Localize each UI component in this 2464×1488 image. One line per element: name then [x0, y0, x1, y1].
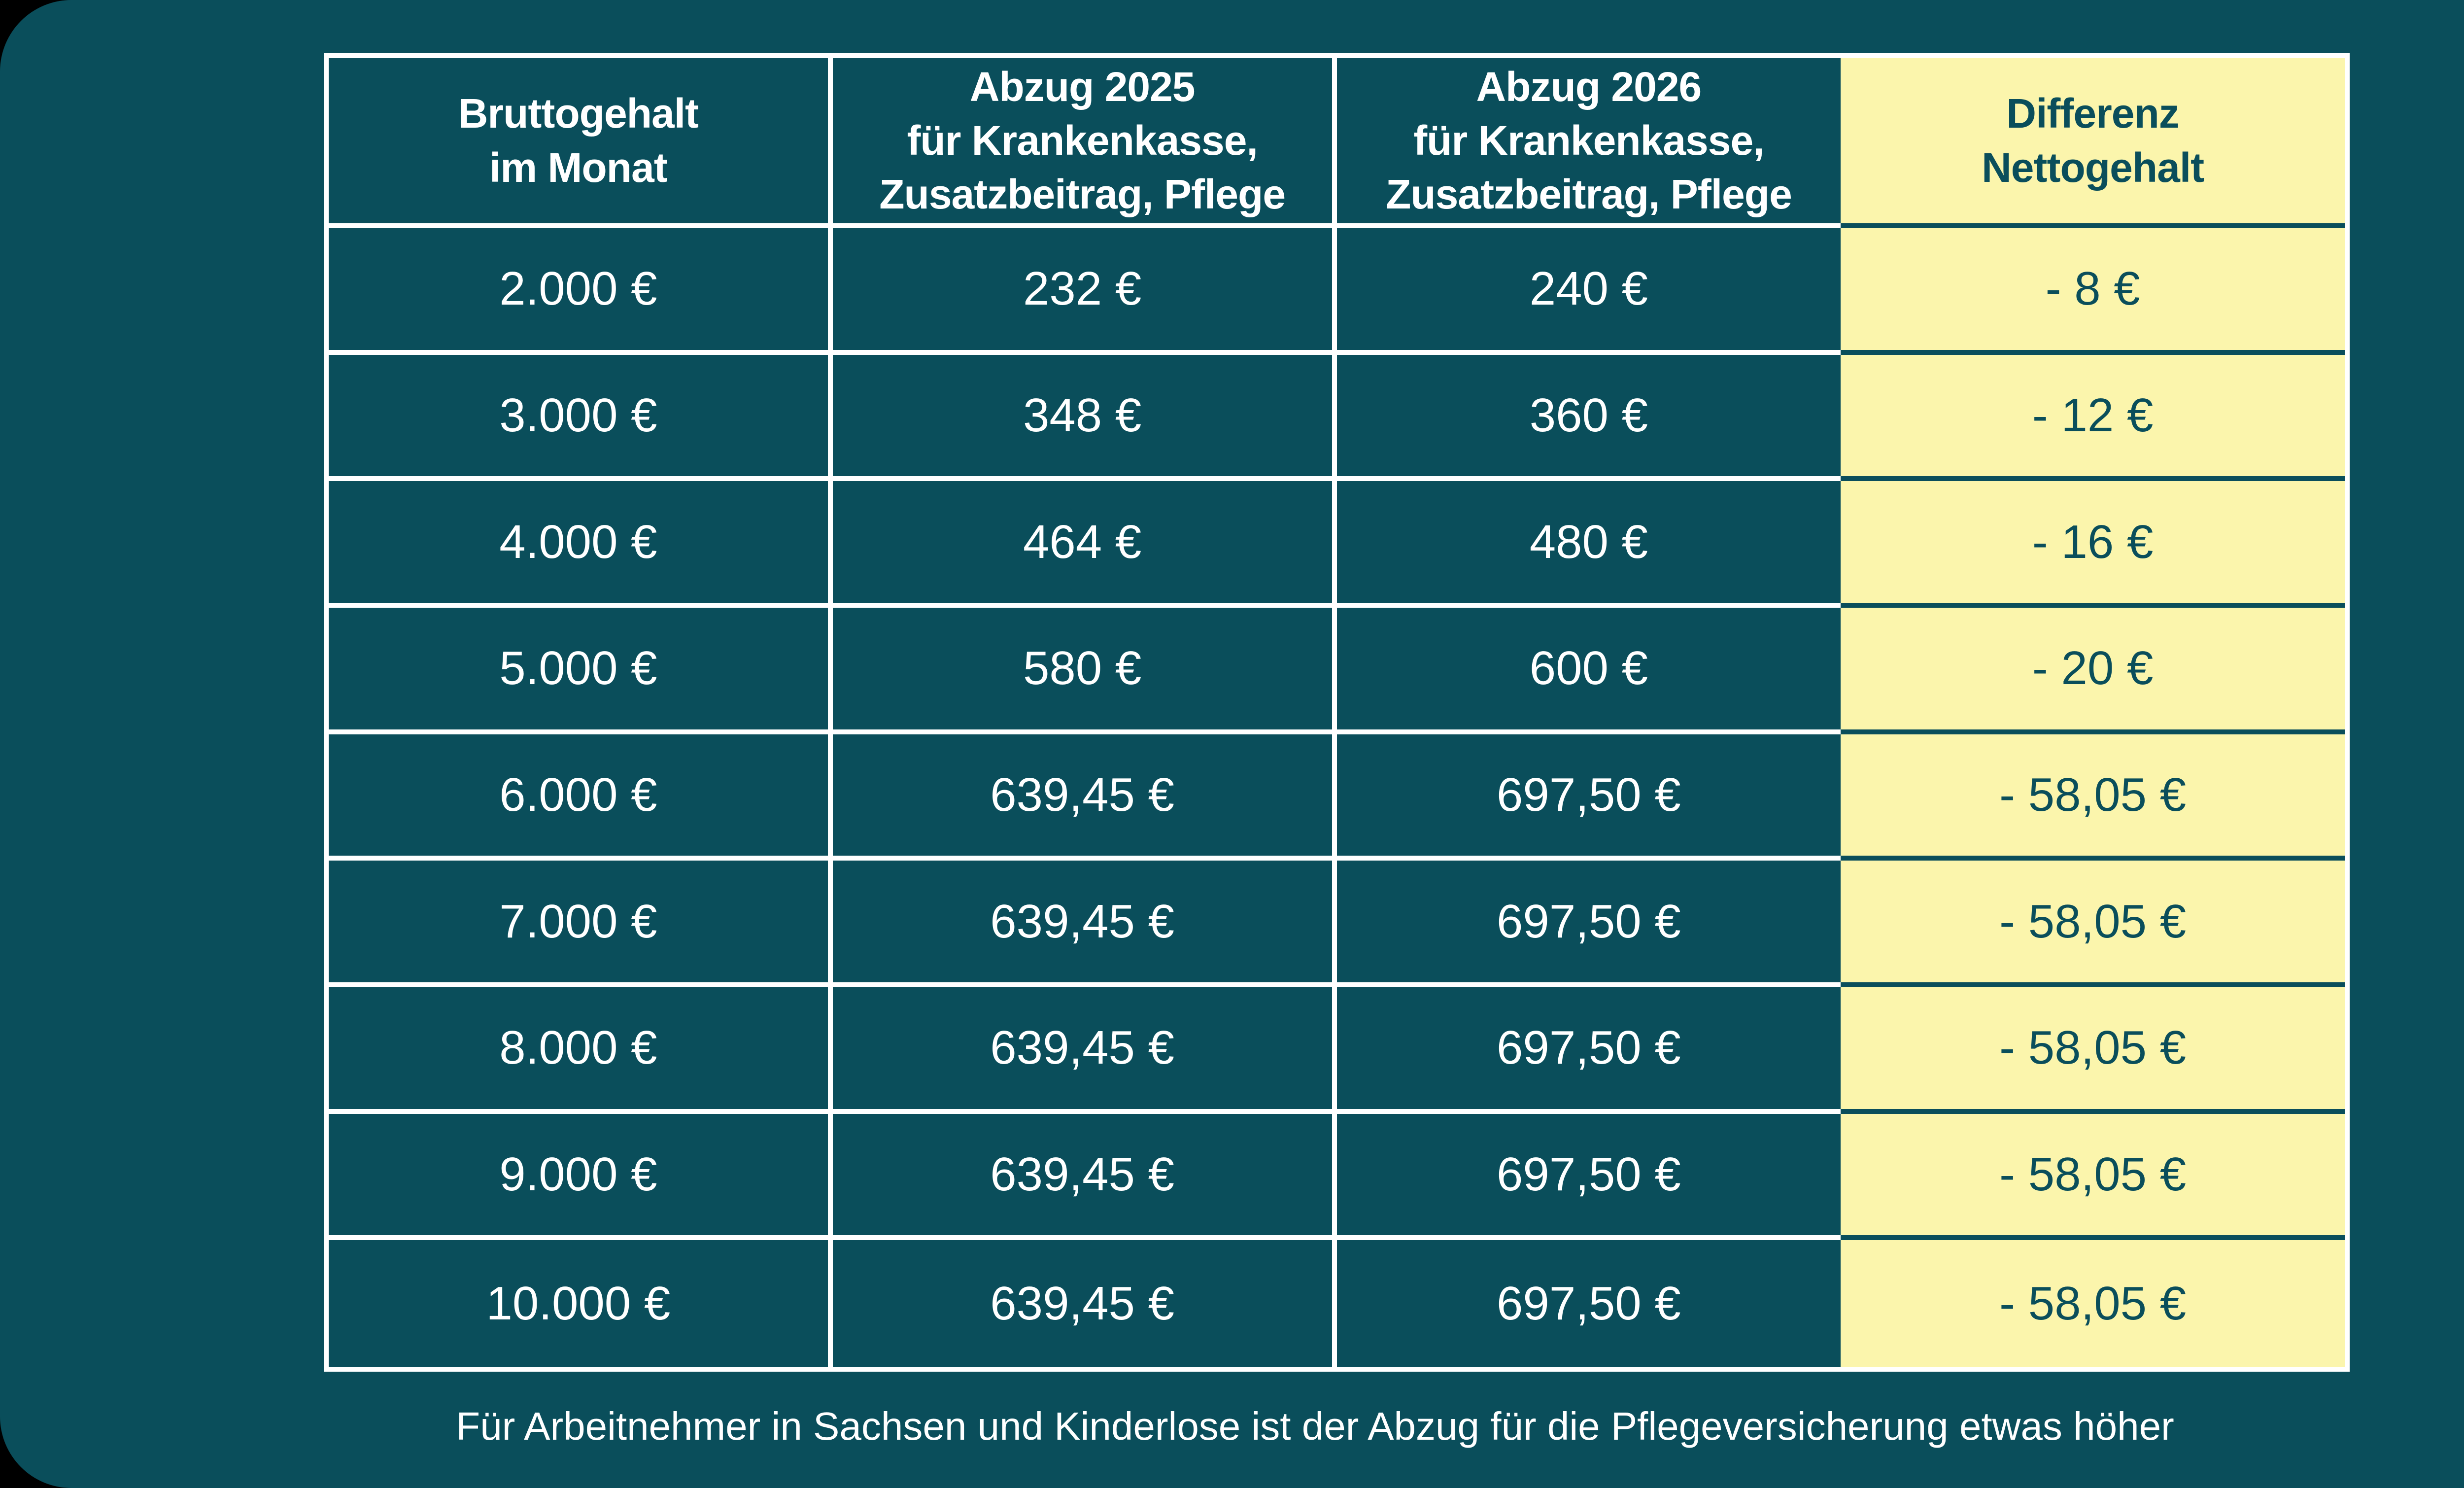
- header-line: Abzug 2026: [1476, 63, 1702, 110]
- table-cell-differenz: - 58,05 €: [1841, 734, 2345, 861]
- header-line: Bruttogehalt: [458, 90, 699, 137]
- table-cell-brutto: 4.000 €: [329, 481, 833, 608]
- header-line: Zusatzbeitrag, Pflege: [879, 171, 1286, 218]
- table-cell-abzug-2026: 697,50 €: [1336, 861, 1841, 987]
- header-line: Differenz: [2006, 90, 2179, 137]
- table-cell-abzug-2026: 697,50 €: [1336, 987, 1841, 1114]
- table-cell-brutto: 2.000 €: [329, 228, 833, 355]
- header-line: Nettogehalt: [1982, 144, 2204, 191]
- table-cell-abzug-2026: 697,50 €: [1336, 1240, 1841, 1367]
- table-cell-abzug-2026: 480 €: [1336, 481, 1841, 608]
- table-cell-abzug-2025: 639,45 €: [832, 734, 1337, 861]
- table-cell-differenz: - 58,05 €: [1841, 1113, 2345, 1241]
- table-cell-brutto: 6.000 €: [329, 734, 833, 861]
- table-cell-differenz: - 58,05 €: [1841, 987, 2345, 1114]
- table-cell-brutto: 10.000 €: [329, 1240, 833, 1367]
- table-cell-differenz: - 16 €: [1841, 481, 2345, 608]
- table-cell-differenz: - 20 €: [1841, 607, 2345, 734]
- table-cell-differenz: - 58,05 €: [1841, 1240, 2345, 1367]
- table-cell-brutto: 9.000 €: [329, 1113, 833, 1241]
- table-cell-brutto: 3.000 €: [329, 354, 833, 482]
- table-cell-abzug-2026: 697,50 €: [1336, 1113, 1841, 1241]
- header-cell-abzug-2026: Abzug 2026 für Krankenkasse, Zusatzbeitr…: [1336, 58, 1841, 228]
- table-cell-abzug-2025: 639,45 €: [832, 1113, 1337, 1241]
- table-cell-differenz: - 8 €: [1841, 228, 2345, 355]
- table-cell-abzug-2025: 639,45 €: [832, 1240, 1337, 1367]
- table-cell-abzug-2026: 600 €: [1336, 607, 1841, 734]
- table-cell-abzug-2025: 348 €: [832, 354, 1337, 482]
- header-cell-bruttogehalt: Bruttogehalt im Monat: [329, 58, 833, 228]
- table-cell-brutto: 8.000 €: [329, 987, 833, 1114]
- table-cell-abzug-2025: 464 €: [832, 481, 1337, 608]
- table-cell-abzug-2025: 232 €: [832, 228, 1337, 355]
- header-line: Zusatzbeitrag, Pflege: [1385, 171, 1792, 218]
- header-cell-abzug-2025: Abzug 2025 für Krankenkasse, Zusatzbeitr…: [832, 58, 1337, 228]
- footnote-text: Für Arbeitnehmer in Sachsen und Kinderlo…: [456, 1404, 2174, 1448]
- salary-deduction-table: Bruttogehalt im Monat Abzug 2025 für Kra…: [324, 53, 2350, 1372]
- table-cell-abzug-2025: 639,45 €: [832, 861, 1337, 987]
- table-cell-abzug-2026: 697,50 €: [1336, 734, 1841, 861]
- header-cell-differenz: Differenz Nettogehalt: [1841, 58, 2345, 228]
- table-cell-abzug-2025: 639,45 €: [832, 987, 1337, 1114]
- header-line: im Monat: [489, 144, 668, 191]
- table-cell-differenz: - 58,05 €: [1841, 861, 2345, 987]
- table-cell-differenz: - 12 €: [1841, 354, 2345, 482]
- header-line: für Krankenkasse,: [907, 117, 1258, 164]
- table-cell-abzug-2026: 240 €: [1336, 228, 1841, 355]
- header-line: für Krankenkasse,: [1413, 117, 1764, 164]
- table-cell-abzug-2026: 360 €: [1336, 354, 1841, 482]
- table-cell-brutto: 5.000 €: [329, 607, 833, 734]
- table-cell-brutto: 7.000 €: [329, 861, 833, 987]
- table-cell-abzug-2025: 580 €: [832, 607, 1337, 734]
- header-line: Abzug 2025: [969, 63, 1196, 110]
